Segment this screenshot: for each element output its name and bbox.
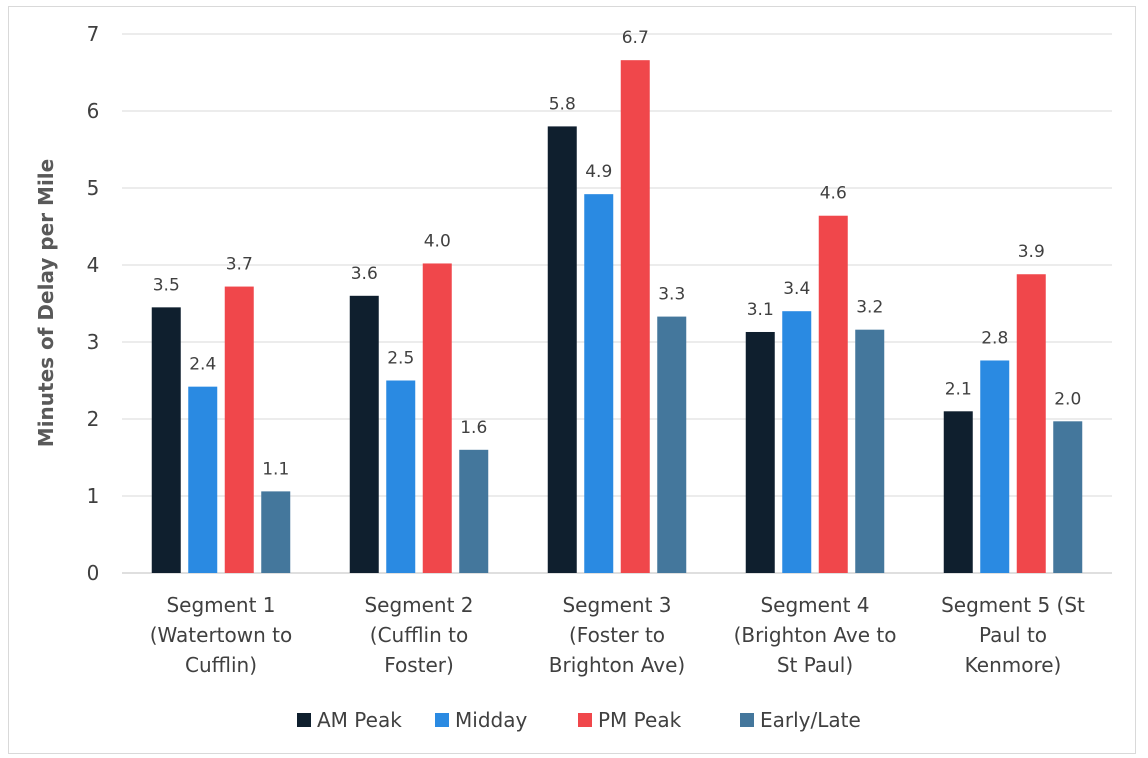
data-label: 3.4 xyxy=(783,279,810,299)
category-label-line: Kenmore) xyxy=(965,653,1062,677)
bar-early-late-3 xyxy=(657,316,687,573)
data-label: 4.9 xyxy=(585,162,612,182)
category-label-line: St Paul) xyxy=(777,653,853,677)
data-label: 4.0 xyxy=(424,231,451,251)
y-tick-label: 6 xyxy=(87,99,100,123)
category-label-line: Segment 5 (St xyxy=(941,593,1085,617)
data-label: 2.0 xyxy=(1054,389,1081,409)
data-label: 1.1 xyxy=(262,459,289,479)
bar-midday-1 xyxy=(188,386,218,573)
bar-early-late-1 xyxy=(261,491,291,573)
bar-midday-2 xyxy=(386,380,416,573)
data-label: 2.1 xyxy=(945,379,972,399)
bar-am-peak-1 xyxy=(151,307,181,573)
category-label: Segment 2 (Cufflin to Foster) xyxy=(364,593,473,677)
y-tick-label: 4 xyxy=(87,253,100,277)
category-label-line: Paul to xyxy=(979,623,1047,647)
bar-am-peak-3 xyxy=(547,126,577,574)
data-label: 3.6 xyxy=(351,264,378,284)
legend-swatch-early-late xyxy=(740,713,754,727)
category-label-line: Segment 1 xyxy=(166,593,275,617)
data-label: 2.8 xyxy=(981,328,1008,348)
category-label-line: Segment 2 xyxy=(364,593,473,617)
bar-midday-3 xyxy=(584,194,614,573)
data-label: 4.6 xyxy=(820,184,847,204)
data-label: 3.5 xyxy=(153,275,180,295)
bar-pm-peak-5 xyxy=(1016,274,1046,573)
bar-am-peak-5 xyxy=(943,411,973,573)
y-axis-label: Minutes of Delay per Mile xyxy=(34,159,58,447)
y-tick-label: 2 xyxy=(87,407,100,431)
category-label-line: (Brighton Ave to xyxy=(734,623,897,647)
y-tick-label: 3 xyxy=(87,330,100,354)
data-label: 1.6 xyxy=(460,418,487,438)
category-label: Segment 5 (St Paul to Kenmore) xyxy=(941,593,1085,677)
category-label-line: (Watertown to xyxy=(150,623,292,647)
bar-pm-peak-4 xyxy=(818,215,848,573)
legend-label: Midday xyxy=(455,708,527,732)
x-axis-categories: Segment 1 (Watertown to Cufflin) Segment 2 (… xyxy=(150,593,1085,677)
legend-label: Early/Late xyxy=(760,708,861,732)
data-label: 3.3 xyxy=(658,285,685,305)
category-label-line: Segment 3 xyxy=(562,593,671,617)
data-label: 3.1 xyxy=(747,300,774,320)
bar-pm-peak-3 xyxy=(620,60,650,574)
y-tick-label: 0 xyxy=(87,561,100,585)
legend-label: AM Peak xyxy=(317,708,402,732)
y-tick-label: 5 xyxy=(87,176,100,200)
bar-early-late-4 xyxy=(855,329,885,573)
bar-midday-5 xyxy=(980,360,1010,573)
legend-label: PM Peak xyxy=(598,708,682,732)
data-labels-layer: 3.5 3.6 5.8 3.1 2.1 2.4 2.5 4.9 3.4 2.8 3.7 4.0 6.7 4… xyxy=(153,28,1082,479)
data-label: 2.5 xyxy=(387,349,414,369)
bar-early-late-2 xyxy=(459,449,489,573)
category-label: Segment 1 (Watertown to Cufflin) xyxy=(150,593,292,677)
bar-am-peak-2 xyxy=(349,295,379,573)
legend-swatch-am-peak xyxy=(297,713,311,727)
category-label-line: (Foster to xyxy=(569,623,665,647)
data-label: 5.8 xyxy=(549,94,576,114)
legend-swatch-midday xyxy=(435,713,449,727)
category-label: Segment 4 (Brighton Ave to St Paul) xyxy=(734,593,897,677)
bar-pm-peak-2 xyxy=(422,263,452,573)
bar-midday-4 xyxy=(782,311,812,573)
category-label: Segment 3 (Foster to Brighton Ave) xyxy=(549,593,685,677)
bar-am-peak-4 xyxy=(745,331,775,573)
data-label: 3.7 xyxy=(226,255,253,275)
y-tick-label: 1 xyxy=(87,484,100,508)
data-label: 6.7 xyxy=(622,28,649,48)
legend: AM Peak Midday PM Peak Early/Late xyxy=(297,708,861,732)
bar-pm-peak-1 xyxy=(224,286,254,573)
legend-swatch-pm-peak xyxy=(578,713,592,727)
bar-early-late-5 xyxy=(1053,421,1083,573)
y-tick-label: 7 xyxy=(87,22,100,46)
data-label: 3.2 xyxy=(856,298,883,318)
bars-layer xyxy=(151,60,1083,574)
category-label-line: Brighton Ave) xyxy=(549,653,685,677)
y-axis-ticks: 0 1 2 3 4 5 6 7 xyxy=(87,22,100,585)
category-label-line: (Cufflin to xyxy=(370,623,468,647)
category-label-line: Segment 4 xyxy=(760,593,869,617)
category-label-line: Cufflin) xyxy=(185,653,257,677)
data-label: 2.4 xyxy=(189,355,216,375)
category-label-line: Foster) xyxy=(384,653,454,677)
data-label: 3.9 xyxy=(1018,242,1045,262)
